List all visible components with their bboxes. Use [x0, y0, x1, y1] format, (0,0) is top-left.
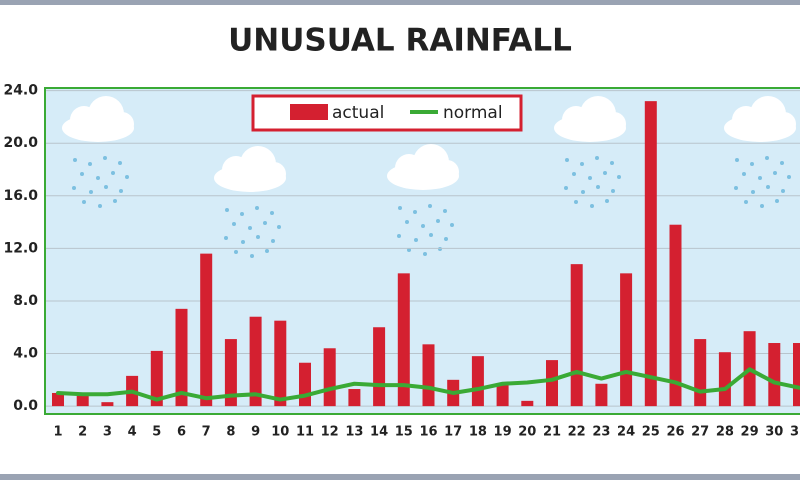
bar [249, 316, 262, 407]
bar [471, 356, 484, 407]
x-tick-label: 13 [345, 425, 363, 440]
bar [348, 389, 361, 407]
x-tick-label: 28 [716, 425, 734, 440]
bar [323, 348, 336, 407]
x-tick-label: 6 [177, 425, 186, 440]
x-tick-label: 30 [765, 425, 783, 440]
normal-line [56, 367, 800, 402]
bar [224, 339, 237, 407]
x-tick-label: 4 [128, 425, 137, 440]
x-tick-label: 25 [642, 425, 660, 440]
legend-label: normal [443, 103, 503, 123]
x-tick-label: 24 [617, 425, 635, 440]
x-tick-label: 26 [666, 425, 684, 440]
x-tick-label: 11 [296, 425, 314, 440]
x-tick-label: 8 [226, 425, 235, 440]
x-tick-label: 12 [321, 425, 339, 440]
bar [546, 360, 558, 407]
bar [644, 101, 657, 407]
bar [373, 327, 386, 407]
y-tick-label: 4.0 [13, 346, 38, 362]
bar [52, 392, 64, 407]
bar [669, 224, 682, 407]
bar [175, 308, 188, 407]
bar [694, 339, 707, 407]
bottom-band [0, 474, 800, 480]
x-tick-label: 23 [592, 425, 610, 440]
y-tick-label: 24.0 [3, 83, 38, 99]
bar [274, 320, 287, 407]
y-tick-label: 16.0 [3, 188, 38, 204]
bar [150, 350, 163, 407]
bar [570, 264, 583, 407]
x-tick-label: 18 [469, 425, 487, 440]
bar [793, 343, 800, 407]
y-tick-label: 20.0 [3, 135, 38, 151]
bar [101, 402, 114, 407]
x-tick-label: 19 [494, 425, 512, 440]
x-tick-label: 22 [568, 425, 586, 440]
bar [200, 253, 213, 407]
y-tick-label: 12.0 [3, 240, 38, 256]
bar [397, 273, 410, 407]
x-tick-label: 7 [202, 425, 211, 440]
bar [620, 273, 633, 407]
bar [768, 343, 781, 407]
y-tick-label: 0.0 [13, 398, 38, 414]
x-tick-label: 21 [543, 425, 561, 440]
x-tick-label: 2 [78, 425, 87, 440]
x-tick-label: 3 [103, 425, 112, 440]
bar [496, 385, 509, 407]
top-band [0, 0, 800, 5]
y-tick-label: 8.0 [13, 293, 38, 309]
legend: actual normal [251, 94, 523, 132]
x-tick-label: 31 [790, 425, 800, 440]
bar [422, 344, 435, 407]
x-tick-label: 17 [444, 425, 462, 440]
x-tick-label: 16 [419, 425, 437, 440]
x-tick-label: 29 [741, 425, 759, 440]
x-tick-label: 1 [53, 425, 62, 440]
marks [52, 101, 800, 407]
x-tick-label: 10 [271, 425, 289, 440]
bar [718, 352, 731, 407]
x-tick-label: 15 [395, 425, 413, 440]
x-tick-label: 14 [370, 425, 388, 440]
x-tick-label: 5 [152, 425, 161, 440]
bar [76, 395, 89, 407]
bar [299, 362, 311, 407]
x-tick-label: 20 [518, 425, 536, 440]
chart-title: UNUSUAL RAINFALL [228, 23, 572, 59]
bar [595, 383, 608, 407]
x-tick-label: 9 [251, 425, 260, 440]
bar [521, 400, 534, 407]
legend-swatch [290, 104, 328, 120]
x-tick-label: 27 [691, 425, 709, 440]
legend-label: actual [332, 103, 384, 123]
